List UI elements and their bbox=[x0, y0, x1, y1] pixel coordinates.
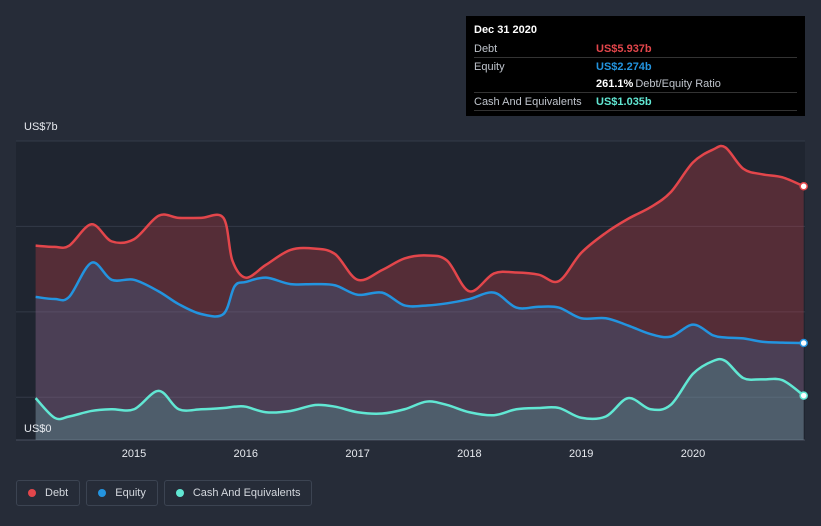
debt-dot-icon bbox=[28, 489, 36, 497]
cash-area bbox=[35, 359, 804, 440]
legend-label: Debt bbox=[45, 487, 69, 499]
x-tick-label: 2018 bbox=[457, 448, 481, 460]
tooltip-row-debt: Debt US$5.937b bbox=[474, 40, 797, 58]
x-tick-label: 2017 bbox=[345, 448, 369, 460]
cash-dot-icon bbox=[175, 489, 184, 497]
y-tick-label-top: US$7b bbox=[24, 121, 58, 133]
tooltip-value-equity: US$2.274b bbox=[596, 60, 652, 73]
equity-line bbox=[35, 261, 804, 345]
legend-label: Cash And Equivalents bbox=[192, 487, 301, 499]
legend: Debt Equity Cash And Equivalents bbox=[16, 480, 313, 506]
tooltip-value-ratio: 261.1% bbox=[596, 77, 634, 90]
tooltip-label: Debt bbox=[474, 42, 498, 55]
tooltip-value-debt: US$5.937b bbox=[596, 42, 652, 55]
debt-area bbox=[35, 145, 804, 441]
tooltip-label: Equity bbox=[474, 60, 505, 73]
legend-item-debt[interactable]: Debt bbox=[16, 480, 81, 506]
tooltip-row-equity: Equity US$2.274b bbox=[474, 58, 797, 75]
legend-label: Equity bbox=[115, 487, 146, 499]
x-tick-label: 2015 bbox=[122, 448, 146, 460]
debt-line bbox=[35, 144, 805, 293]
y-tick-label-bottom: US$0 bbox=[24, 423, 52, 435]
x-tick-label: 2020 bbox=[681, 448, 705, 460]
x-tick-label: 2019 bbox=[569, 448, 593, 460]
legend-item-cash[interactable]: Cash And Equivalents bbox=[163, 480, 313, 506]
tooltip-label: Cash And Equivalents bbox=[474, 95, 582, 108]
cash-line bbox=[34, 357, 805, 421]
debt-end-point[interactable] bbox=[799, 182, 808, 191]
cash-end-point[interactable] bbox=[799, 391, 808, 400]
tooltip-date: Dec 31 2020 bbox=[474, 24, 537, 36]
tooltip-row-cash: Cash And Equivalents US$1.035b bbox=[474, 93, 797, 111]
tooltip-ratio-suffix: Debt/Equity Ratio bbox=[635, 77, 721, 90]
x-tick-label: 2016 bbox=[234, 448, 258, 460]
equity-area bbox=[35, 262, 804, 440]
equity-dot-icon bbox=[98, 489, 107, 497]
legend-item-equity[interactable]: Equity bbox=[86, 480, 158, 506]
tooltip-panel: Dec 31 2020 Debt US$5.937b Equity US$2.2… bbox=[466, 16, 805, 116]
tooltip-row-ratio: 261.1% Debt/Equity Ratio bbox=[474, 75, 797, 93]
tooltip-value-cash: US$1.035b bbox=[596, 95, 652, 108]
equity-end-point[interactable] bbox=[799, 338, 808, 348]
